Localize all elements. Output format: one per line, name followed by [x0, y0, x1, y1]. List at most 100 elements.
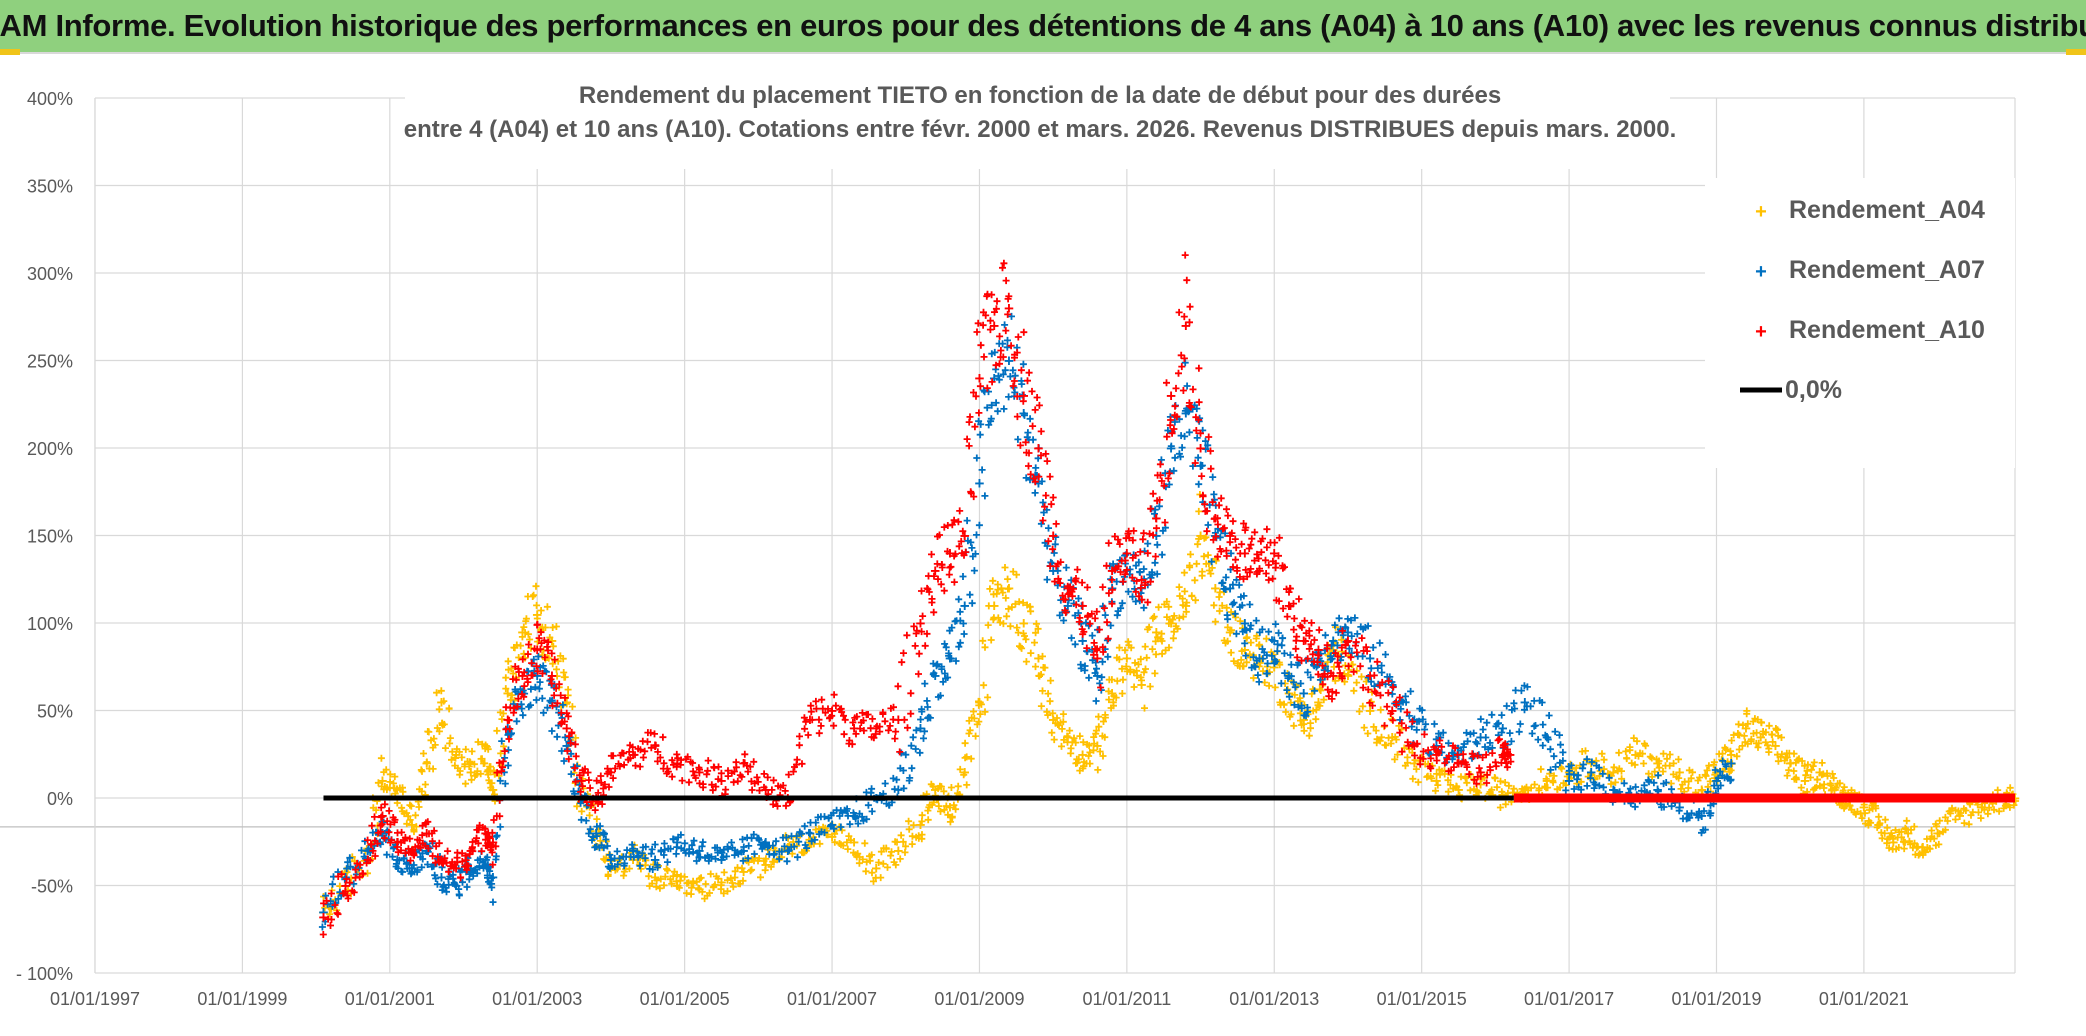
- x-tick-label: 01/01/2011: [1082, 989, 1171, 1009]
- data-point: +: [562, 719, 572, 738]
- x-tick-label: 01/01/1997: [50, 989, 140, 1009]
- title-banner: ADAM Informe. Evolution historique des p…: [0, 0, 2086, 55]
- data-point: +: [1033, 649, 1043, 668]
- series-rendement-a07: +++++ +++ ++ +++++++++ + ++ + + + + ++ + +++++++++++…: [318, 312, 1736, 931]
- data-point: +: [1741, 719, 1751, 738]
- data-point: +: [532, 667, 542, 686]
- chart-title: Rendement du placement TIETO en fonction…: [404, 73, 1677, 169]
- data-point: +: [1387, 702, 1397, 721]
- data-point: +: [1004, 352, 1014, 371]
- data-point: +: [1431, 737, 1441, 756]
- data-point: +: [1269, 632, 1279, 651]
- data-point: +: [650, 868, 660, 887]
- data-point: +: [1210, 579, 1220, 598]
- data-point: +: [945, 544, 955, 563]
- data-point: +: [805, 833, 815, 852]
- data-point: +: [363, 842, 373, 861]
- data-point: +: [945, 798, 955, 817]
- data-point: +: [849, 719, 859, 738]
- data-point: +: [717, 850, 727, 869]
- data-point: +: [672, 833, 682, 852]
- data-point: +: [466, 859, 476, 878]
- data-point: +: [1225, 527, 1235, 546]
- data-point: +: [1770, 737, 1780, 756]
- chart-title-line-1: Rendement du placement TIETO en fonction…: [579, 82, 1501, 109]
- x-tick-label: 01/01/2015: [1377, 989, 1467, 1009]
- axes: - 100% -50% 0% 50% 100% 150% 200% 250% 300% 350% 4…: [16, 89, 1909, 1009]
- x-tick-label: 01/01/1999: [197, 989, 287, 1009]
- chart-title-line-2: entre 4 (A04) et 10 ans (A10). Cotations…: [404, 116, 1677, 143]
- banner-title: ADAM Informe. Evolution historique des p…: [0, 8, 2086, 43]
- data-point: +: [518, 667, 528, 686]
- data-point: +: [930, 562, 940, 581]
- data-point: +: [1454, 780, 1464, 799]
- data-point: +: [1726, 754, 1736, 773]
- data-point: +: [1564, 772, 1574, 791]
- data-point-cloud: [318, 312, 1735, 931]
- data-point: +: [1196, 439, 1206, 458]
- data-point: +: [989, 317, 999, 336]
- data-point: +: [576, 772, 586, 791]
- series-rendement-a04: ++++ +++++++++++++++ ++ + + ++ ++ + + +++++++++++…: [319, 491, 2020, 922]
- data-point: +: [650, 850, 660, 869]
- data-point: +: [1697, 807, 1707, 826]
- legend-background: [1705, 178, 2015, 468]
- legend-marker-a04: +: [1755, 201, 1767, 223]
- data-point: +: [974, 474, 984, 493]
- data-point: +: [717, 772, 727, 791]
- data-point: +: [827, 815, 837, 834]
- data-point: +: [1181, 317, 1191, 336]
- data-point: +: [1240, 640, 1250, 659]
- legend-marker-a10: +: [1755, 321, 1767, 343]
- data-point: +: [1726, 745, 1736, 764]
- data-point: +: [488, 780, 498, 799]
- data-point-cloud: [319, 251, 1515, 938]
- data-point: +: [1712, 772, 1722, 791]
- x-tick-label: 01/01/2019: [1671, 989, 1761, 1009]
- data-point: +: [974, 369, 984, 388]
- data-points: + + + + + + + + + + + + + + + + + + + + + + + + + + + + + + + + + + + + + + + +…: [318, 251, 2020, 938]
- data-point: +: [739, 863, 749, 882]
- data-point: +: [1033, 474, 1043, 493]
- x-tick-label: 01/01/2021: [1819, 989, 1909, 1009]
- data-point: +: [739, 842, 749, 861]
- data-point: +: [761, 780, 771, 799]
- x-tick-label: 01/01/2017: [1524, 989, 1614, 1009]
- data-point: +: [1122, 649, 1132, 668]
- data-point: +: [1078, 597, 1088, 616]
- data-point: +: [1240, 544, 1250, 563]
- data-point: +: [1151, 623, 1161, 642]
- data-point: +: [1107, 684, 1117, 703]
- data-point: +: [1675, 763, 1685, 782]
- data-point: +: [1328, 667, 1338, 686]
- data-point: +: [1107, 562, 1117, 581]
- data-point: +: [1586, 763, 1596, 782]
- data-point: +: [916, 614, 926, 633]
- y-tick-label: 0%: [47, 789, 73, 809]
- data-point: +: [1431, 772, 1441, 791]
- data-point: +: [694, 880, 704, 899]
- legend: + Rendement_A04 + Rendement_A07 + Rendem…: [1705, 178, 2015, 468]
- y-tick-label: -50%: [31, 877, 73, 897]
- data-point: +: [377, 807, 387, 826]
- data-point: +: [1328, 632, 1338, 651]
- data-point: +: [1137, 570, 1147, 589]
- legend-label-a10: Rendement_A10: [1789, 316, 1985, 344]
- data-point: +: [1365, 667, 1375, 686]
- data-point: +: [319, 908, 329, 927]
- data-point: +: [1476, 763, 1486, 782]
- data-point: +: [1520, 693, 1530, 712]
- legend-label-a07: Rendement_A07: [1789, 256, 1985, 284]
- data-point: +: [488, 833, 498, 852]
- data-point: +: [532, 605, 542, 624]
- y-tick-label: 300%: [27, 264, 73, 284]
- legend-label-zero: 0,0%: [1785, 376, 1842, 404]
- data-point: +: [761, 856, 771, 875]
- data-point: +: [827, 702, 837, 721]
- y-tick-label: 250%: [27, 352, 73, 372]
- data-point: +: [341, 877, 351, 896]
- data-point: +: [1712, 763, 1722, 782]
- data-point: +: [1092, 667, 1102, 686]
- data-point: +: [319, 903, 329, 922]
- data-point: +: [1476, 775, 1486, 794]
